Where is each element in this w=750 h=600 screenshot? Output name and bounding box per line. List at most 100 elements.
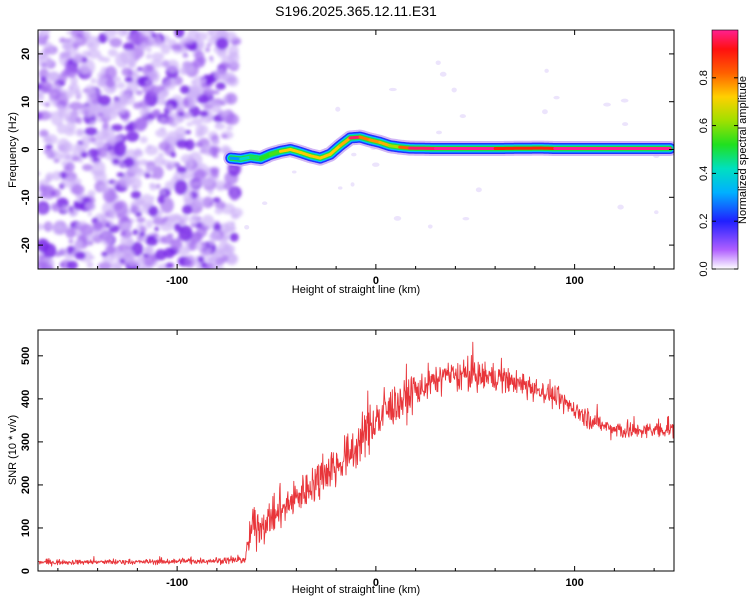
noise-speckle [200, 76, 205, 81]
noise-speckle [177, 246, 190, 256]
noise-speckle [229, 232, 239, 242]
noise-speckle [72, 114, 77, 118]
noise-speckle [119, 258, 126, 264]
spectrogram-x-tick-label: -100 [166, 275, 188, 287]
noise-speckle [170, 79, 177, 87]
trace-core-segment [348, 135, 362, 140]
noise-speckle [73, 242, 82, 251]
noise-speckle [121, 221, 132, 232]
noise-speckle [122, 42, 135, 51]
noise-speckle [152, 217, 166, 226]
trace-core-segment [368, 138, 382, 144]
noise-speckle [131, 31, 146, 45]
noise-speckle [117, 30, 127, 37]
noise-speckle [171, 43, 182, 51]
noise-speckle [208, 232, 222, 242]
noise-speckle [212, 223, 222, 231]
noise-speckle [72, 178, 82, 186]
trace-core-segment [378, 140, 392, 148]
noise-speckle [223, 182, 233, 191]
noise-speckle [38, 54, 51, 69]
spectrogram-trace [223, 129, 674, 167]
noise-speckle [112, 76, 122, 83]
noise-speckle [149, 182, 156, 188]
noise-speckle [228, 44, 239, 58]
noise-speckle [145, 53, 152, 60]
spectrogram-noise-region [38, 30, 660, 269]
noise-speckle [38, 204, 48, 214]
noise-speckle [38, 93, 45, 101]
noise-speckle [42, 185, 56, 200]
noise-speckle [79, 223, 94, 236]
noise-speckle [97, 55, 105, 62]
noise-speckle [99, 183, 111, 193]
noise-speckle [171, 122, 177, 128]
trace-core-segment [308, 154, 322, 160]
noise-speckle [51, 151, 63, 162]
noise-speckle [127, 165, 138, 175]
noise-speckle [38, 31, 44, 38]
noise-speckle [182, 204, 193, 215]
noise-speckle [123, 157, 135, 169]
noise-speckle [121, 67, 133, 77]
noise-speckle [61, 174, 66, 180]
noise-speckle [98, 79, 106, 87]
noise-speckle [133, 73, 139, 77]
noise-speckle [71, 155, 81, 162]
noise-speckle [42, 137, 53, 144]
noise-speckle [206, 43, 212, 47]
noise-speckle [291, 170, 297, 174]
noise-speckle [170, 151, 177, 158]
noise-speckle [135, 149, 143, 155]
noise-speckle [50, 51, 56, 55]
noise-speckle [158, 152, 165, 157]
noise-speckle [210, 168, 219, 178]
colorbar-tick-label: 0.4 [698, 166, 710, 181]
noise-speckle [213, 68, 227, 82]
noise-speckle [119, 180, 125, 186]
noise-speckle [230, 191, 239, 201]
trace-core-segment [318, 152, 332, 160]
noise-speckle [85, 35, 100, 51]
noise-speckle [603, 102, 611, 107]
noise-speckle [109, 37, 123, 48]
noise-speckle [208, 202, 215, 206]
noise-speckle [149, 30, 155, 34]
colorbar-label: Normalized spectral amplitude [737, 76, 749, 224]
noise-speckle [130, 190, 142, 200]
noise-speckle [388, 87, 397, 92]
noise-speckle [136, 212, 143, 216]
noise-speckle [179, 85, 190, 95]
noise-speckle [175, 139, 189, 149]
noise-speckle [84, 126, 98, 136]
noise-speckle [161, 190, 166, 195]
noise-speckle [144, 245, 155, 255]
noise-speckle [123, 249, 136, 263]
noise-speckle [49, 226, 55, 231]
noise-speckle [45, 71, 60, 83]
trace-core-segment [239, 155, 253, 161]
noise-speckle [139, 136, 148, 144]
noise-speckle [215, 37, 229, 50]
noise-speckle [154, 226, 160, 232]
noise-speckle [199, 178, 209, 186]
noise-speckle [207, 189, 214, 195]
noise-speckle [113, 99, 122, 108]
noise-speckle [51, 100, 59, 107]
noise-speckle [211, 103, 222, 114]
noise-speckle [43, 257, 53, 265]
noise-speckle [212, 197, 221, 203]
colorbar-tick-label: 0.6 [698, 118, 710, 133]
noise-speckle [83, 30, 91, 39]
noise-speckle [155, 41, 167, 48]
noise-speckle [89, 255, 95, 260]
noise-speckle [71, 51, 83, 64]
trace-core-segment [388, 144, 402, 149]
noise-speckle [87, 148, 99, 159]
noise-speckle [190, 80, 196, 84]
noise-speckle [75, 222, 82, 228]
colorbar-tick-label: 0.2 [698, 214, 710, 229]
noise-speckle [48, 111, 54, 116]
noise-speckle [148, 70, 161, 83]
noise-speckle [52, 170, 62, 181]
